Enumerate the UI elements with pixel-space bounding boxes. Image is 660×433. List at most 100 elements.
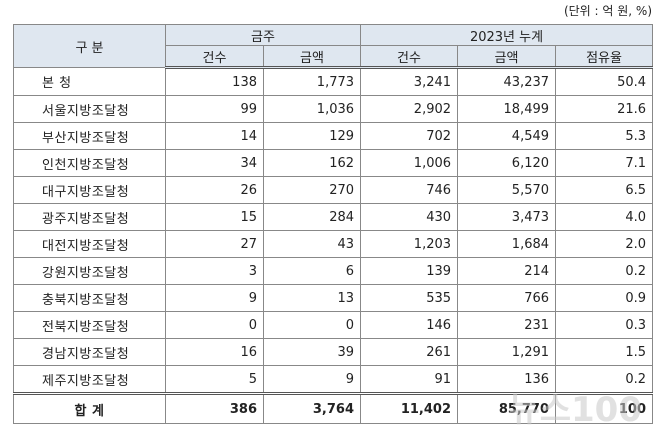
cell: 3,473	[457, 203, 557, 231]
cell: 1,036	[262, 95, 362, 123]
cell: 214	[457, 257, 557, 285]
cell: 766	[457, 284, 557, 312]
cell: 26	[165, 176, 264, 204]
header-row: 건수 금액 건수 금액 점유율	[14, 45, 654, 69]
row-label: 강원지방조달청	[13, 257, 166, 285]
row-label: 광주지방조달청	[13, 203, 166, 231]
table-row: 대전지방조달청 27 43 1,203 1,684 2.0	[13, 230, 654, 258]
cell: 43	[262, 230, 362, 258]
table-row: 강원지방조달청 3 6 139 214 0.2	[13, 257, 654, 285]
cell: 129	[262, 122, 362, 150]
table: 구 분 금주 2023년 누계 건수 금액 건수 금액 점유율 본 청 138 1,773 3…	[13, 24, 654, 424]
table-row: 경남지방조달청 16 39 261 1,291 1.5	[13, 338, 654, 366]
header-row: 구 분 금주 2023년 누계	[13, 24, 654, 68]
cell: 1,291	[457, 338, 557, 366]
table-row: 인천지방조달청 34 162 1,006 6,120 7.1	[13, 149, 654, 177]
cell: 284	[262, 203, 362, 231]
cell: 386	[165, 392, 264, 424]
cell: 34	[165, 149, 264, 177]
cell: 270	[262, 176, 362, 204]
cell: 5.3	[555, 122, 654, 150]
cell: 2,902	[360, 95, 459, 123]
cell: 11,402	[360, 392, 459, 424]
cell: 146	[360, 311, 459, 339]
cell: 91	[360, 365, 459, 394]
header-cell: 금주	[164, 24, 362, 46]
cell: 746	[360, 176, 459, 204]
header-cell: 건수	[165, 45, 264, 69]
row-label: 인천지방조달청	[13, 149, 166, 177]
table-row: 부산지방조달청 14 129 702 4,549 5.3	[13, 122, 654, 150]
cell: 5,570	[457, 176, 557, 204]
cell: 535	[360, 284, 459, 312]
cell: 50.4	[555, 67, 654, 96]
table-row: 본 청 138 1,773 3,241 43,237 50.4	[13, 67, 654, 96]
cell: 9	[165, 284, 264, 312]
cell: 1,684	[457, 230, 557, 258]
cell: 1,203	[360, 230, 459, 258]
header-cell: 금액	[262, 45, 362, 69]
header-cell: 점유율	[555, 45, 654, 69]
cell: 4.0	[555, 203, 654, 231]
cell: 39	[262, 338, 362, 366]
cell: 13	[262, 284, 362, 312]
cell: 4,549	[457, 122, 557, 150]
unit-note: (단위 : 억 원, %)	[563, 4, 652, 18]
row-label: 전북지방조달청	[13, 311, 166, 339]
cell: 18,499	[457, 95, 557, 123]
cell: 85,770	[457, 392, 557, 424]
cell: 15	[165, 203, 264, 231]
cell: 6,120	[457, 149, 557, 177]
table-row: 제주지방조달청 5 9 91 136 0.2	[13, 365, 654, 394]
cell: 162	[262, 149, 362, 177]
row-label: 본 청	[13, 67, 166, 96]
cell: 1,006	[360, 149, 459, 177]
cell: 138	[165, 67, 264, 96]
row-label: 충북지방조달청	[13, 284, 166, 312]
cell: 43,237	[457, 67, 557, 96]
row-label: 대전지방조달청	[13, 230, 166, 258]
cell: 1.5	[555, 338, 654, 366]
row-label: 합 계	[13, 392, 166, 424]
cell: 14	[165, 122, 264, 150]
cell: 100	[555, 392, 654, 424]
cell: 0	[262, 311, 362, 339]
header-cell: 금액	[457, 45, 557, 69]
cell: 702	[360, 122, 459, 150]
header-cell: 구 분	[13, 24, 166, 68]
header-cell: 2023년 누계	[360, 24, 654, 46]
table-body: 본 청 138 1,773 3,241 43,237 50.4 서울지방조달청 99 1,036…	[13, 67, 654, 424]
row-label: 경남지방조달청	[13, 338, 166, 366]
table-row: 전북지방조달청 0 0 146 231 0.3	[13, 311, 654, 339]
row-label: 대구지방조달청	[13, 176, 166, 204]
row-label: 서울지방조달청	[13, 95, 166, 123]
cell: 6.5	[555, 176, 654, 204]
cell: 6	[262, 257, 362, 285]
cell: 1,773	[262, 67, 362, 96]
cell: 7.1	[555, 149, 654, 177]
cell: 3,241	[360, 67, 459, 96]
table-row: 충북지방조달청 9 13 535 766 0.9	[13, 284, 654, 312]
cell: 9	[262, 365, 362, 394]
cell: 0.2	[555, 257, 654, 285]
cell: 231	[457, 311, 557, 339]
table-row: 서울지방조달청 99 1,036 2,902 18,499 21.6	[13, 95, 654, 123]
cell: 0	[165, 311, 264, 339]
cell: 27	[165, 230, 264, 258]
cell: 3	[165, 257, 264, 285]
cell: 261	[360, 338, 459, 366]
cell: 99	[165, 95, 264, 123]
cell: 430	[360, 203, 459, 231]
cell: 16	[165, 338, 264, 366]
table-row: 대구지방조달청 26 270 746 5,570 6.5	[13, 176, 654, 204]
row-label: 부산지방조달청	[13, 122, 166, 150]
cell: 0.9	[555, 284, 654, 312]
table-row: 합 계 386 3,764 11,402 85,770 100	[13, 392, 654, 424]
cell: 139	[360, 257, 459, 285]
cell: 0.3	[555, 311, 654, 339]
cell: 2.0	[555, 230, 654, 258]
row-label: 제주지방조달청	[13, 365, 166, 394]
table-row: 광주지방조달청 15 284 430 3,473 4.0	[13, 203, 654, 231]
cell: 0.2	[555, 365, 654, 394]
